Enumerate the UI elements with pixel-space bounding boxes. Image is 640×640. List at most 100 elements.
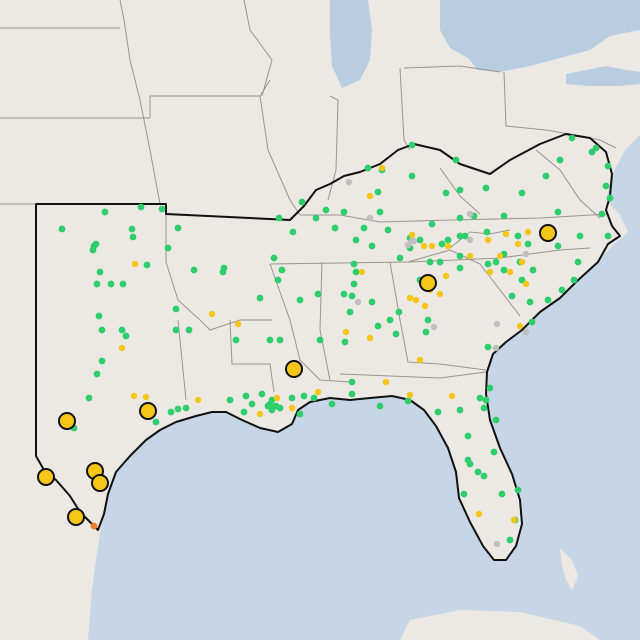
station-gray-marker[interactable] (493, 320, 501, 328)
station-green-marker[interactable] (556, 156, 564, 164)
station-green-marker[interactable] (444, 236, 452, 244)
station-green-marker[interactable] (492, 258, 500, 266)
station-green-marker[interactable] (542, 172, 550, 180)
station-green-marker[interactable] (386, 316, 394, 324)
station-green-marker[interactable] (158, 205, 166, 213)
station-yellow-marker[interactable] (466, 252, 474, 260)
station-green-marker[interactable] (300, 392, 308, 400)
station-green-marker[interactable] (340, 208, 348, 216)
station-green-marker[interactable] (348, 390, 356, 398)
station-green-marker[interactable] (408, 172, 416, 180)
station-green-marker[interactable] (248, 400, 256, 408)
station-yellow-marker[interactable] (366, 192, 374, 200)
station-yellow-marker[interactable] (524, 228, 532, 236)
station-green-marker[interactable] (174, 224, 182, 232)
station-green-marker[interactable] (258, 390, 266, 398)
station-green-marker[interactable] (434, 408, 442, 416)
station-yellow-marker[interactable] (518, 258, 526, 266)
station-yellow-marker[interactable] (448, 392, 456, 400)
station-green-marker[interactable] (242, 392, 250, 400)
station-green-marker[interactable] (464, 456, 472, 464)
station-green-marker[interactable] (364, 164, 372, 172)
station-yellow-marker[interactable] (496, 252, 504, 260)
station-green-marker[interactable] (526, 298, 534, 306)
station-green-marker[interactable] (256, 294, 264, 302)
station-green-marker[interactable] (480, 404, 488, 412)
station-green-marker[interactable] (518, 189, 526, 197)
station-large-marker[interactable] (37, 468, 55, 486)
station-large-marker[interactable] (67, 508, 85, 526)
station-green-marker[interactable] (172, 326, 180, 334)
station-gray-marker[interactable] (404, 241, 412, 249)
station-green-marker[interactable] (408, 141, 416, 149)
station-green-marker[interactable] (482, 396, 490, 404)
station-green-marker[interactable] (404, 397, 412, 405)
station-yellow-marker[interactable] (378, 164, 386, 172)
station-green-marker[interactable] (576, 232, 584, 240)
station-green-marker[interactable] (350, 260, 358, 268)
station-green-marker[interactable] (558, 286, 566, 294)
station-green-marker[interactable] (95, 312, 103, 320)
station-green-marker[interactable] (483, 228, 491, 236)
station-green-marker[interactable] (374, 188, 382, 196)
station-green-marker[interactable] (592, 144, 600, 152)
station-yellow-marker[interactable] (510, 516, 518, 524)
station-yellow-marker[interactable] (406, 391, 414, 399)
station-yellow-marker[interactable] (256, 410, 264, 418)
station-green-marker[interactable] (456, 186, 464, 194)
station-green-marker[interactable] (461, 232, 469, 240)
station-green-marker[interactable] (352, 268, 360, 276)
station-green-marker[interactable] (298, 198, 306, 206)
station-yellow-marker[interactable] (406, 294, 414, 302)
station-green-marker[interactable] (474, 468, 482, 476)
station-green-marker[interactable] (464, 432, 472, 440)
station-green-marker[interactable] (190, 266, 198, 274)
station-green-marker[interactable] (93, 280, 101, 288)
station-green-marker[interactable] (340, 290, 348, 298)
station-green-marker[interactable] (456, 406, 464, 414)
station-green-marker[interactable] (554, 208, 562, 216)
station-green-marker[interactable] (288, 394, 296, 402)
station-green-marker[interactable] (275, 214, 283, 222)
station-yellow-marker[interactable] (382, 378, 390, 386)
station-yellow-marker[interactable] (416, 356, 424, 364)
station-yellow-marker[interactable] (288, 404, 296, 412)
station-gray-marker[interactable] (466, 210, 474, 218)
station-yellow-marker[interactable] (130, 392, 138, 400)
station-yellow-marker[interactable] (118, 344, 126, 352)
station-orange-marker[interactable] (90, 522, 98, 530)
station-green-marker[interactable] (482, 184, 490, 192)
station-green-marker[interactable] (460, 490, 468, 498)
station-green-marker[interactable] (98, 357, 106, 365)
station-large-marker[interactable] (139, 402, 157, 420)
station-yellow-marker[interactable] (421, 302, 429, 310)
station-green-marker[interactable] (226, 396, 234, 404)
station-green-marker[interactable] (456, 264, 464, 272)
station-gray-marker[interactable] (366, 214, 374, 222)
station-green-marker[interactable] (276, 404, 284, 412)
station-green-marker[interactable] (92, 240, 100, 248)
station-green-marker[interactable] (137, 203, 145, 211)
station-gray-marker[interactable] (354, 298, 362, 306)
station-green-marker[interactable] (395, 308, 403, 316)
station-green-marker[interactable] (424, 316, 432, 324)
station-yellow-marker[interactable] (484, 236, 492, 244)
station-green-marker[interactable] (240, 408, 248, 416)
station-yellow-marker[interactable] (131, 260, 139, 268)
station-green-marker[interactable] (514, 486, 522, 494)
station-green-marker[interactable] (452, 156, 460, 164)
station-yellow-marker[interactable] (234, 320, 242, 328)
station-green-marker[interactable] (426, 258, 434, 266)
station-green-marker[interactable] (436, 258, 444, 266)
station-green-marker[interactable] (128, 225, 136, 233)
station-green-marker[interactable] (118, 326, 126, 334)
station-green-marker[interactable] (352, 236, 360, 244)
station-yellow-marker[interactable] (412, 296, 420, 304)
station-green-marker[interactable] (376, 208, 384, 216)
station-gray-marker[interactable] (493, 540, 501, 548)
station-green-marker[interactable] (310, 394, 318, 402)
station-green-marker[interactable] (85, 394, 93, 402)
station-green-marker[interactable] (456, 214, 464, 222)
station-green-marker[interactable] (328, 400, 336, 408)
